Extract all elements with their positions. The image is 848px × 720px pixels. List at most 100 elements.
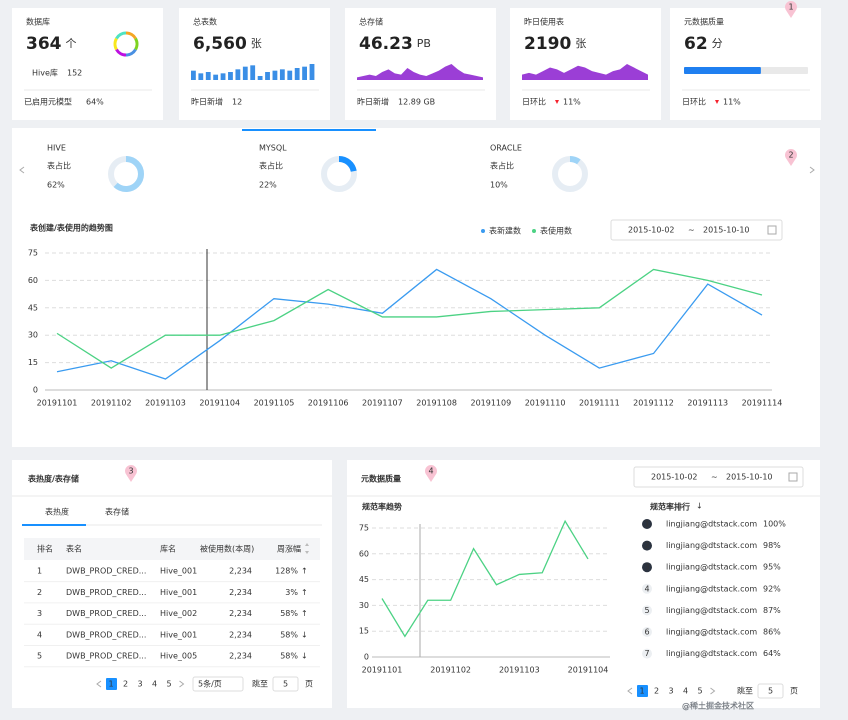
y-tick-label: 0 <box>364 653 369 662</box>
x-tick-label: 20191101 <box>37 399 78 408</box>
rank-number: 6 <box>644 628 649 637</box>
hot-panel <box>12 460 332 708</box>
rank-cell: 2 <box>37 588 42 597</box>
card-title: 数据库 <box>26 17 50 27</box>
card-value: 62 分 <box>684 34 723 54</box>
donut-value <box>321 156 357 192</box>
badge-pin <box>785 1 797 19</box>
value-unit: PB <box>417 37 431 50</box>
card-value: 2190 张 <box>524 34 586 54</box>
rank-number: 1 <box>644 520 649 529</box>
table-name-link[interactable]: DWB_PROD_CRED... <box>66 630 146 639</box>
page-active[interactable] <box>637 685 648 697</box>
ranking-rate: 64% <box>763 649 781 658</box>
card-value: 46.23 PB <box>359 34 431 54</box>
chevron[interactable] <box>96 680 102 688</box>
date-range-box[interactable] <box>610 219 783 241</box>
rank-cell: 5 <box>37 652 42 661</box>
tab[interactable]: 表热度 <box>45 507 69 517</box>
table-name-link[interactable]: DWB_PROD_CRED... <box>66 609 146 618</box>
page-number[interactable]: 3 <box>668 687 673 696</box>
db-panel <box>12 128 820 447</box>
donut-value <box>552 156 588 192</box>
sort-icon[interactable]: ↓ <box>696 502 703 511</box>
badge-label: 4 <box>428 467 433 476</box>
db-share-value: 22% <box>259 181 277 190</box>
card-row-label: 日环比 <box>682 97 706 107</box>
card-row-value: 12 <box>232 98 242 107</box>
y-tick-label: 60 <box>28 276 38 285</box>
ranking-name: lingjiang@dtstack.com <box>666 649 757 658</box>
card-row-value: 11% <box>723 98 741 107</box>
ranking-name: lingjiang@dtstack.com <box>666 541 757 550</box>
db-tab-name[interactable]: ORACLE <box>490 144 522 153</box>
calendar-icon <box>767 225 777 235</box>
page-number[interactable]: 5 <box>697 687 702 696</box>
db-tab-name[interactable]: MYSQL <box>259 144 287 153</box>
page-number[interactable]: 1 <box>108 680 113 689</box>
card-row-value: 11% <box>563 98 581 107</box>
value-number: 6,560 <box>193 34 247 54</box>
tab[interactable]: 表存储 <box>105 507 129 517</box>
value-number: 62 <box>684 34 708 54</box>
db-cell: Hive_005 <box>160 652 197 661</box>
card-title: 总表数 <box>193 17 217 27</box>
spark-bar <box>235 69 241 80</box>
table-name-link[interactable]: DWB_PROD_CRED... <box>66 588 146 597</box>
trend-arrow <box>715 100 719 104</box>
rank-cell: 4 <box>37 630 42 639</box>
spark-area <box>522 64 648 80</box>
table-name-link[interactable]: DWB_PROD_CRED... <box>66 652 146 661</box>
legend-label[interactable]: 表使用数 <box>540 226 572 236</box>
jump-value[interactable]: 5 <box>768 687 773 696</box>
stat-card <box>12 8 163 120</box>
page-unit: 页 <box>790 687 798 696</box>
chevron[interactable] <box>710 687 716 695</box>
table-name-link[interactable]: DWB_PROD_CRED... <box>66 567 146 576</box>
spark-area <box>357 64 483 80</box>
db-share-value: 10% <box>490 181 508 190</box>
x-tick-label: 20191113 <box>687 399 728 408</box>
date-separator: ~ <box>711 473 718 482</box>
page-size[interactable]: 5条/页 <box>198 679 222 689</box>
ranking-name: lingjiang@dtstack.com <box>666 563 757 572</box>
legend-label[interactable]: 表新建数 <box>489 226 521 236</box>
page-size-select[interactable] <box>192 676 244 692</box>
x-tick-label: 20191104 <box>199 399 240 408</box>
ranking-rate: 100% <box>763 520 786 529</box>
growth-cell: 58% <box>280 609 298 618</box>
chart-title: 表创建/表使用的趋势图 <box>29 223 113 233</box>
rank-badge <box>642 627 652 637</box>
icon-ring-segment <box>125 31 137 40</box>
spark-bar <box>287 70 293 80</box>
badge-label: 1 <box>788 3 793 12</box>
page-number[interactable]: 4 <box>152 680 157 689</box>
value-unit: 个 <box>66 37 77 50</box>
rank-badge <box>642 562 652 573</box>
count-cell: 2,234 <box>229 609 252 618</box>
stat-card <box>670 8 821 120</box>
jump-value[interactable]: 5 <box>283 680 288 689</box>
page-number[interactable]: 1 <box>639 687 644 696</box>
page-number[interactable]: 4 <box>683 687 688 696</box>
card-value: 364 个 <box>26 34 77 54</box>
page-number[interactable]: 2 <box>123 680 128 689</box>
db-tab-name[interactable]: HIVE <box>47 144 66 153</box>
column-header: 周涨幅 <box>277 544 301 554</box>
spark-bar <box>228 72 233 80</box>
date-range-box[interactable] <box>633 466 804 488</box>
page-number[interactable]: 2 <box>654 687 659 696</box>
page-number[interactable]: 3 <box>137 680 142 689</box>
jump-input[interactable] <box>757 683 784 699</box>
chevron[interactable] <box>179 680 185 688</box>
chevron[interactable] <box>809 166 815 174</box>
page-number[interactable]: 5 <box>166 680 171 689</box>
card-row-label: 日环比 <box>522 97 546 107</box>
page-active[interactable] <box>106 678 117 690</box>
chevron[interactable] <box>627 687 633 695</box>
y-tick-label: 75 <box>28 249 38 258</box>
jump-input[interactable] <box>272 676 299 692</box>
calendar-icon <box>788 472 798 482</box>
chevron[interactable] <box>19 166 25 174</box>
